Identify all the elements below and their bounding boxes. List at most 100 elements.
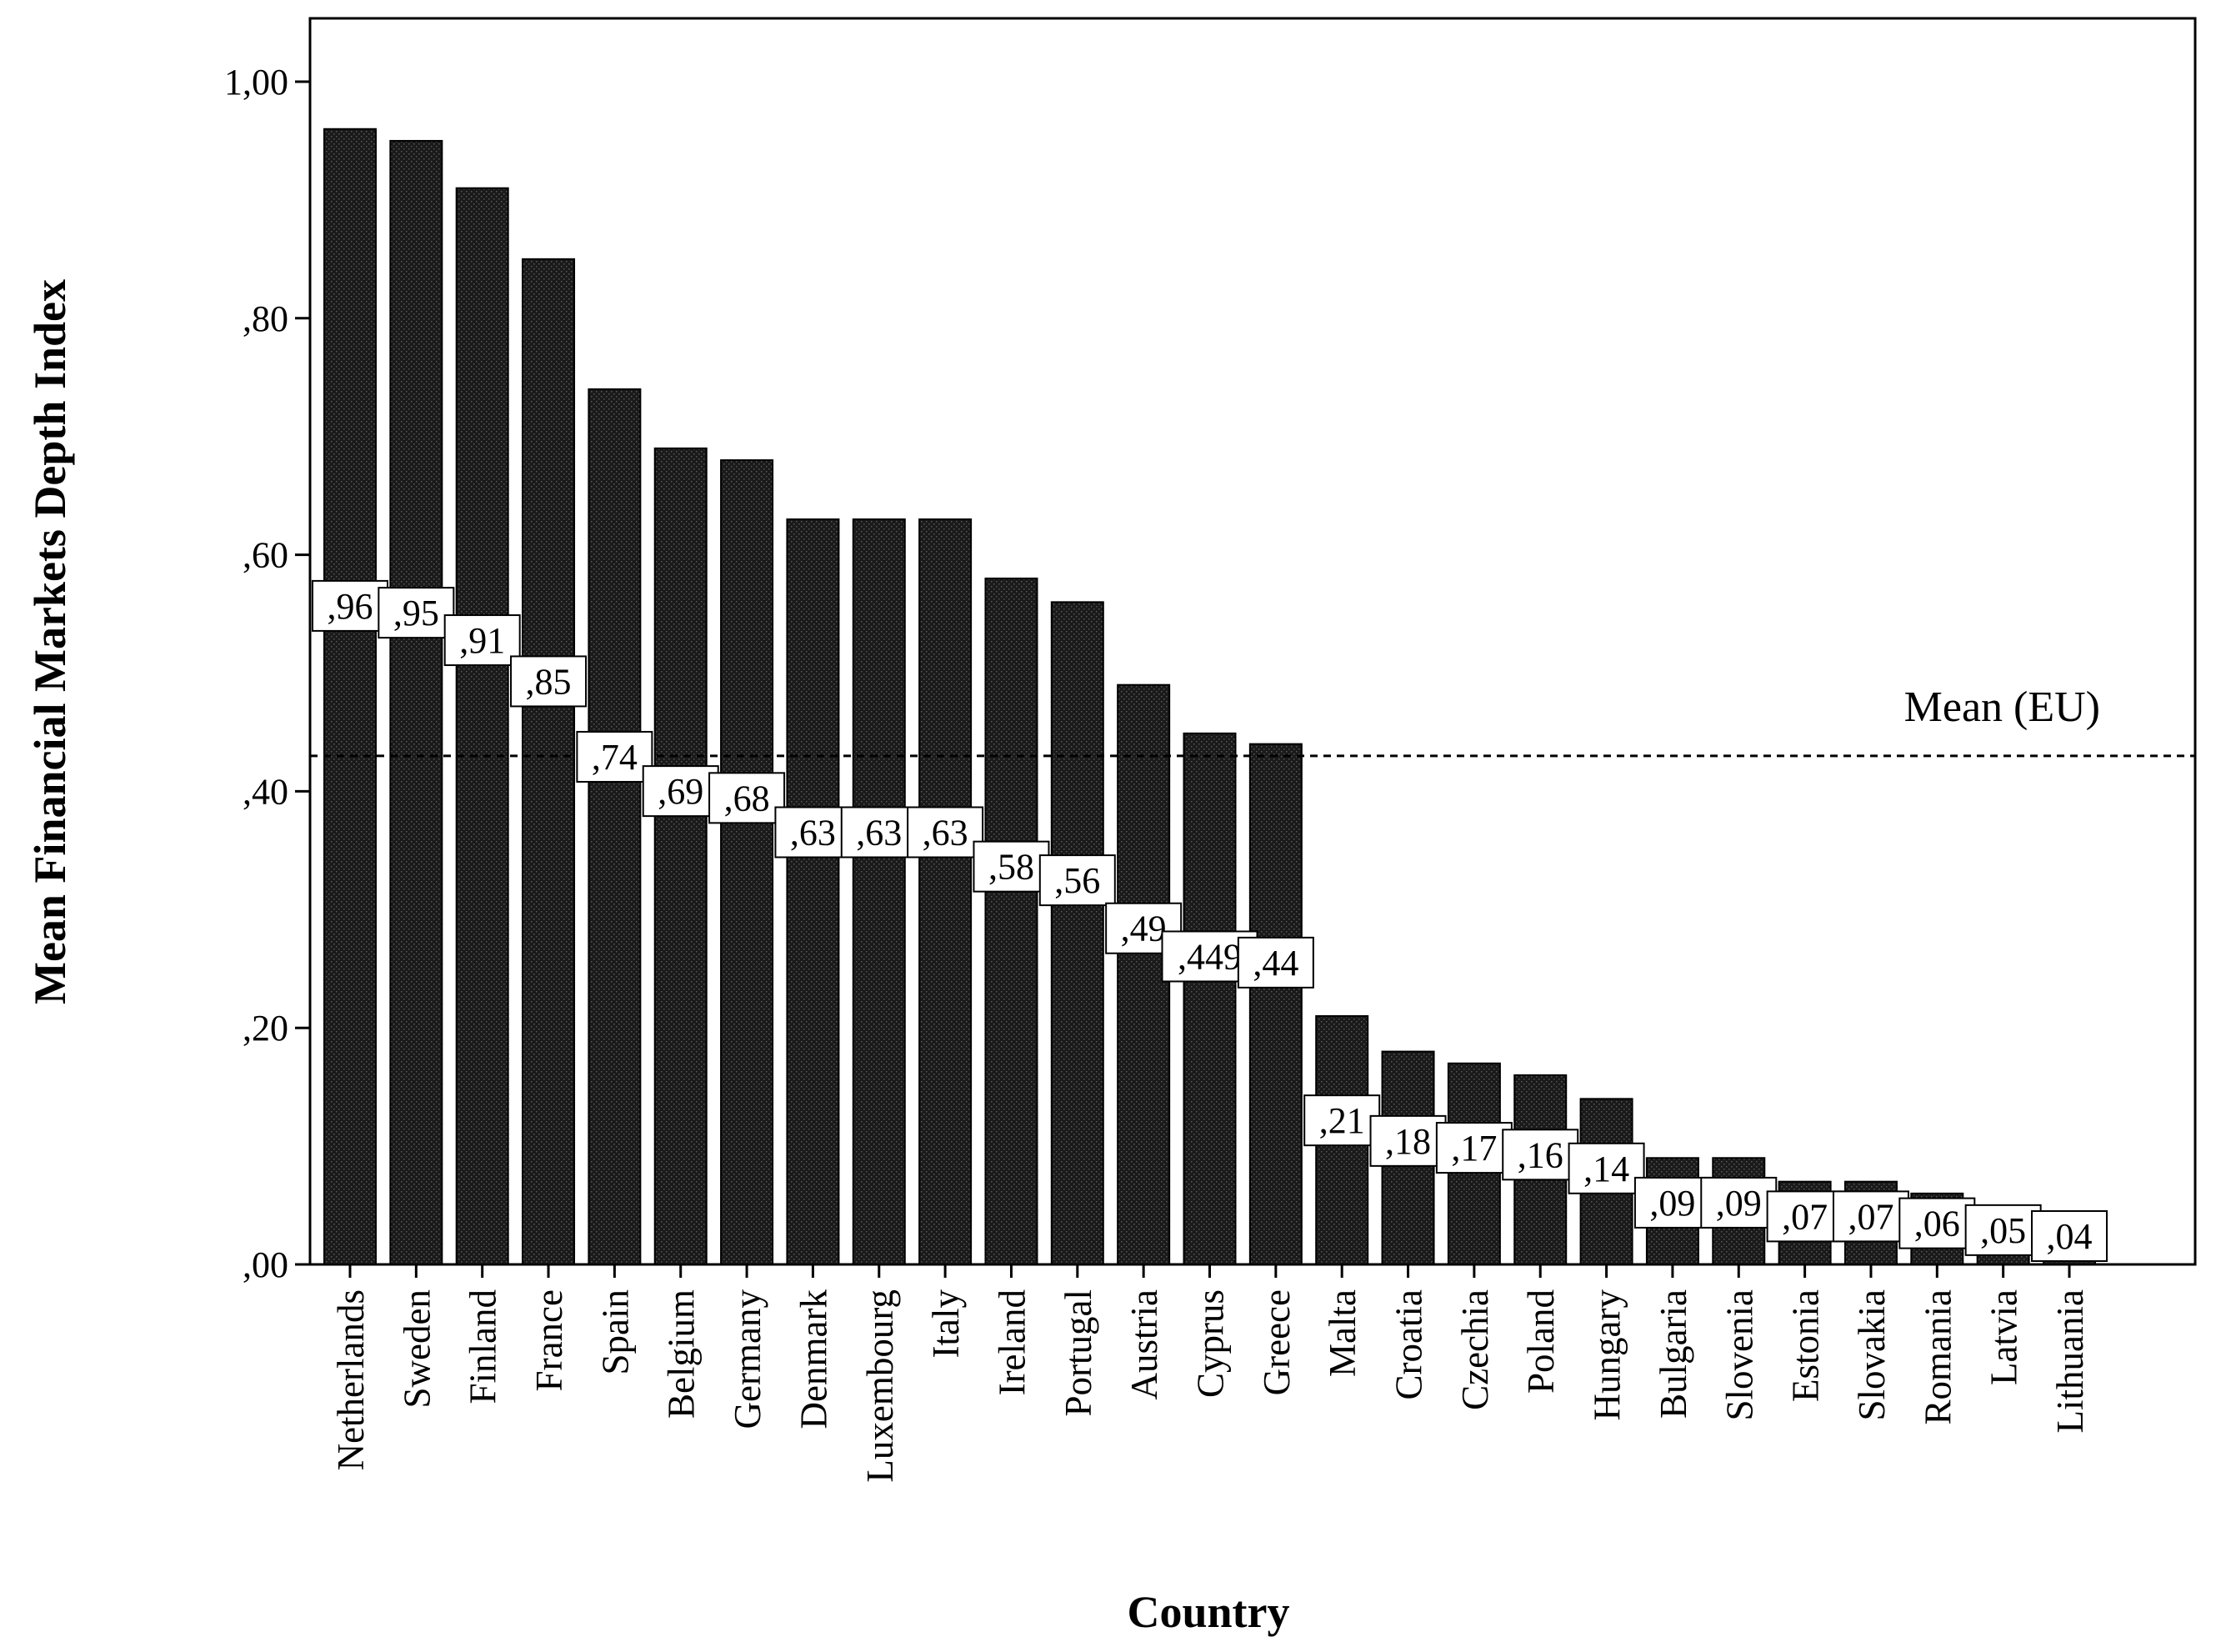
value-label-text: ,16 <box>1518 1134 1563 1175</box>
value-label: ,21 <box>1303 1094 1381 1147</box>
x-axis: Netherlands Sweden Finland France Spain Belgi… <box>330 1264 2091 1483</box>
value-label-box <box>907 806 984 859</box>
value-label-box <box>1435 1122 1513 1174</box>
bars <box>323 128 2096 1266</box>
x-tick-label: Netherlands <box>330 1289 372 1470</box>
value-label-text: ,96 <box>328 586 373 627</box>
value-label-text: ,14 <box>1583 1149 1629 1189</box>
bar-portugal <box>1050 601 1104 1265</box>
y-tick-label: ,80 <box>243 298 288 339</box>
bar-germany <box>720 459 774 1265</box>
x-tick-label: Spain <box>594 1289 636 1375</box>
value-label-text: ,49 <box>1121 909 1167 949</box>
value-label-box <box>1237 936 1314 989</box>
x-tick-label: Malta <box>1322 1289 1363 1377</box>
x-tick-label: Ireland <box>991 1289 1033 1395</box>
x-tick-label: Bulgaria <box>1653 1289 1694 1419</box>
value-label-text: ,69 <box>658 771 703 812</box>
x-tick-label: Denmark <box>793 1289 834 1429</box>
x-tick-label: Poland <box>1520 1289 1562 1394</box>
value-label-text: ,05 <box>1980 1210 2026 1251</box>
value-label-box <box>1964 1204 2042 1256</box>
value-label: ,16 <box>1502 1129 1579 1181</box>
x-axis-title: Country <box>1127 1587 1289 1637</box>
value-label-text: ,95 <box>393 593 439 633</box>
value-label-text: ,91 <box>459 620 505 661</box>
value-label-text: ,17 <box>1451 1128 1497 1169</box>
value-label-text: ,21 <box>1319 1100 1365 1141</box>
value-label-box <box>1502 1129 1579 1181</box>
value-label-box <box>973 840 1050 893</box>
x-tick-label: Latvia <box>1983 1289 2025 1385</box>
value-label-text: ,07 <box>1848 1196 1893 1237</box>
value-label-text: ,58 <box>988 847 1034 888</box>
value-label: ,04 <box>2031 1210 2108 1262</box>
value-label-box <box>443 614 521 667</box>
x-tick-label: France <box>528 1289 570 1391</box>
value-label-text: ,06 <box>1914 1204 1960 1244</box>
bar-netherlands <box>323 128 377 1265</box>
x-tick-label: Cyprus <box>1190 1289 1232 1398</box>
x-tick-label: Slovakia <box>1851 1289 1893 1421</box>
value-label-box <box>774 806 852 859</box>
value-label: ,09 <box>1700 1176 1778 1229</box>
value-label-text: ,74 <box>592 737 638 778</box>
value-label-text: ,09 <box>1716 1183 1762 1224</box>
y-axis: ,00 ,20 ,40 ,60 ,80 1,00 <box>224 62 310 1285</box>
value-label-box <box>1898 1197 1976 1249</box>
value-label-box <box>510 655 588 708</box>
bar-france <box>522 258 576 1266</box>
value-label-text: ,63 <box>923 812 968 853</box>
bar-luxembourg <box>852 518 906 1265</box>
value-label-box <box>642 765 719 818</box>
x-tick-label: Hungary <box>1587 1289 1628 1421</box>
value-label-box <box>2031 1210 2108 1262</box>
x-tick-label: Lithuania <box>2049 1289 2091 1433</box>
value-label-text: ,07 <box>1782 1196 1828 1237</box>
bar-ireland <box>984 577 1038 1265</box>
value-label: ,09 <box>1633 1176 1711 1229</box>
x-tick-label: Greece <box>1256 1289 1298 1395</box>
value-label-box <box>378 587 455 639</box>
y-tick-label: ,40 <box>243 771 288 812</box>
value-label: ,63 <box>840 806 918 859</box>
mean-reference-label: Mean (EU) <box>1904 683 2100 731</box>
value-label: ,68 <box>708 772 786 824</box>
y-tick-label: ,00 <box>243 1244 288 1285</box>
x-tick-label: Luxembourg <box>859 1289 901 1483</box>
value-label: ,56 <box>1038 854 1116 907</box>
x-tick-label: Portugal <box>1058 1289 1099 1417</box>
x-tick-label: Germany <box>727 1289 768 1429</box>
value-label: ,06 <box>1898 1197 1976 1249</box>
value-label-text: ,85 <box>526 661 572 702</box>
x-tick-label: Estonia <box>1785 1289 1827 1402</box>
value-label-box <box>1369 1114 1447 1167</box>
value-label-box <box>1568 1142 1645 1194</box>
value-label-text: ,63 <box>790 812 836 853</box>
value-label-box <box>1832 1190 1909 1243</box>
value-label: ,96 <box>312 579 388 632</box>
y-tick-label: ,20 <box>243 1008 288 1049</box>
x-tick-label: Belgium <box>661 1289 703 1419</box>
value-label-text: ,68 <box>724 778 770 818</box>
x-tick-label: Croatia <box>1388 1289 1430 1399</box>
bar-cyprus <box>1183 732 1237 1265</box>
value-label-text: ,09 <box>1649 1183 1695 1224</box>
value-label-text: ,44 <box>1253 943 1298 984</box>
bar-italy <box>918 518 973 1265</box>
value-labels: ,96 ,95 ,91 ,85 ,74 ,69 ,68 ,63 ,63 ,63 ,58 ,56 ,49,… <box>312 579 2108 1262</box>
value-label: ,05 <box>1964 1204 2042 1256</box>
value-label: ,63 <box>907 806 984 859</box>
value-label-text: ,18 <box>1385 1121 1431 1162</box>
value-label: ,44 <box>1237 936 1314 989</box>
value-label: ,63 <box>774 806 852 859</box>
value-label: ,14 <box>1568 1142 1645 1194</box>
y-tick-label: ,60 <box>243 535 288 576</box>
bar-finland <box>455 187 509 1266</box>
value-label-text: ,63 <box>856 812 902 853</box>
value-label: ,95 <box>378 587 455 639</box>
value-label-box <box>576 730 653 783</box>
bar-spain <box>588 388 642 1266</box>
value-label: ,07 <box>1766 1190 1843 1243</box>
bar-greece <box>1248 743 1303 1265</box>
